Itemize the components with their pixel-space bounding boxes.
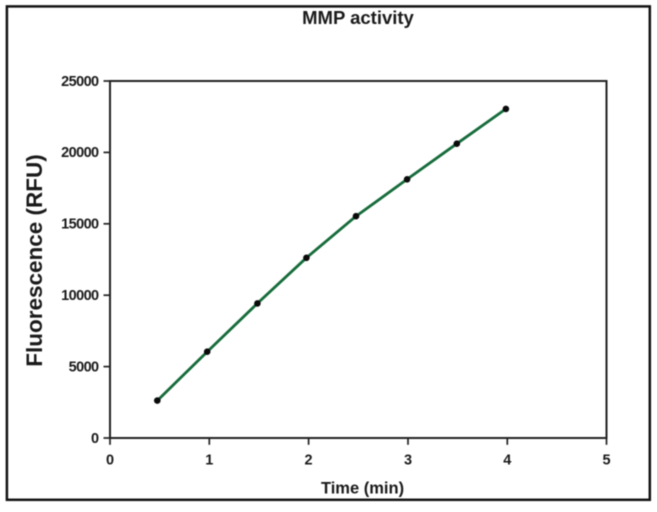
svg-text:3: 3 <box>404 452 412 468</box>
svg-text:Time (min): Time (min) <box>321 480 404 498</box>
svg-text:10000: 10000 <box>61 288 99 304</box>
svg-text:15000: 15000 <box>61 217 99 233</box>
svg-text:1: 1 <box>205 452 213 468</box>
svg-text:5: 5 <box>602 452 610 468</box>
svg-text:5000: 5000 <box>69 359 99 375</box>
svg-text:0: 0 <box>106 452 114 468</box>
svg-text:4: 4 <box>503 452 511 468</box>
svg-text:2: 2 <box>305 452 313 468</box>
svg-text:MMP activity: MMP activity <box>302 7 414 28</box>
svg-text:20000: 20000 <box>61 145 99 161</box>
svg-text:0: 0 <box>91 431 99 447</box>
svg-text:25000: 25000 <box>61 74 99 90</box>
svg-text:Fluorescence (RFU): Fluorescence (RFU) <box>22 154 47 367</box>
